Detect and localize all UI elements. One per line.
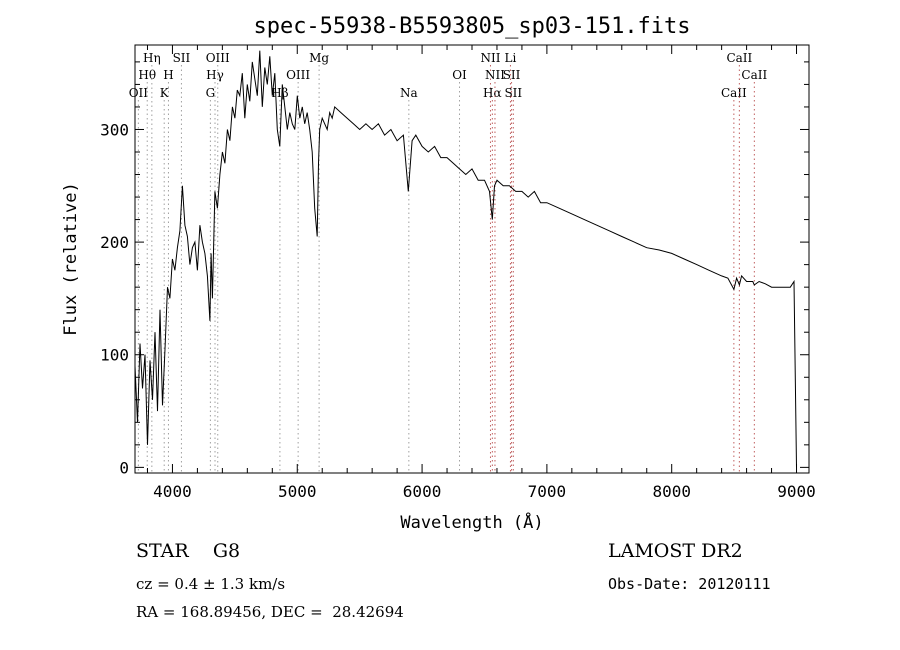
x-tick-label: 5000	[278, 482, 317, 501]
line-label: CaII	[721, 86, 747, 100]
y-tick-label: 0	[119, 458, 129, 477]
ra-dec: RA = 168.89456, DEC = 28.42694	[136, 603, 404, 621]
axes: 4000 5000 6000 7000 8000 9000 0 100 200 300	[100, 45, 816, 501]
line-label: CaII	[741, 68, 767, 82]
y-axis-label: Flux (relative)	[61, 182, 81, 336]
line-label: OIII	[286, 68, 310, 82]
line-label: NII	[485, 68, 505, 82]
line-label: Li	[505, 51, 517, 65]
x-axis-label: Wavelength (Å)	[400, 511, 543, 533]
line-label: NII	[480, 51, 500, 65]
y-tick-label: 100	[100, 346, 129, 365]
redshift-cz: cz = 0.4 ± 1.3 km/s	[136, 575, 286, 593]
line-label: Hβ	[271, 86, 288, 100]
spectrum-line	[134, 50, 797, 468]
line-label: Hα	[483, 86, 502, 100]
x-tick-label: 8000	[652, 482, 691, 501]
line-label: Hγ	[206, 68, 224, 82]
line-label: OII	[129, 86, 149, 100]
line-label: Hθ	[138, 68, 156, 82]
y-tick-label: 200	[100, 233, 129, 252]
line-label: OI	[452, 68, 467, 82]
y-tick-label: 300	[100, 120, 129, 139]
chart-title: spec-55938-B5593805_sp03-151.fits	[253, 14, 690, 39]
x-tick-label: 6000	[403, 482, 442, 501]
spectral-line-annotations: OIIHθHηKHSIIGHγOIIIHβOIIIMgNaOINIIHαNIIL…	[129, 51, 767, 473]
survey-name: LAMOST DR2	[608, 540, 743, 562]
line-label: Hη	[143, 51, 161, 65]
line-label: G	[206, 86, 216, 100]
obs-date: Obs-Date: 20120111	[608, 575, 771, 593]
line-label: K	[160, 86, 170, 100]
line-label: H	[163, 68, 173, 82]
line-label: Mg	[309, 51, 329, 65]
line-label: SII	[504, 86, 522, 100]
x-tick-label: 7000	[528, 482, 567, 501]
line-label: Na	[400, 86, 418, 100]
line-label: OIII	[206, 51, 230, 65]
line-label: SII	[173, 51, 191, 65]
x-tick-label: 4000	[153, 482, 192, 501]
line-label: CaII	[726, 51, 752, 65]
object-class: STAR G8	[136, 540, 241, 562]
x-tick-label: 9000	[777, 482, 816, 501]
line-label: SII	[503, 68, 521, 82]
